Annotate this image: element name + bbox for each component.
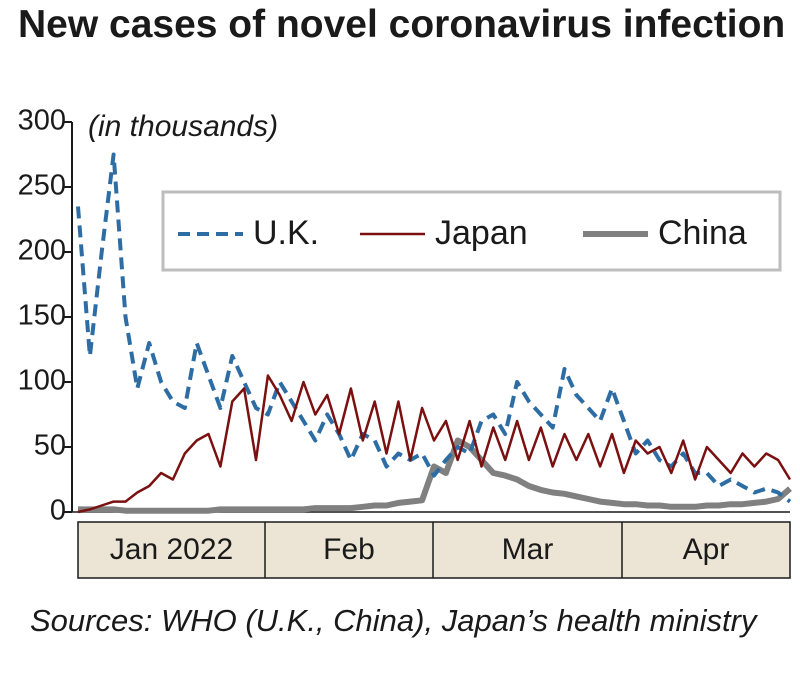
source: Sources: WHO (U.K., China), Japan’s heal… xyxy=(30,603,757,638)
chart-title: New cases of novel coronavirus infection xyxy=(18,4,786,46)
legend-label: U.K. xyxy=(253,214,319,252)
x-tick-label: Jan 2022 xyxy=(110,533,233,566)
legend-label: China xyxy=(658,214,747,252)
source-box: Sources: WHO (U.K., China), Japan’s heal… xyxy=(30,603,757,638)
y-tick-label: 100 xyxy=(18,365,66,397)
y-tick-label: 150 xyxy=(18,300,66,332)
legend-label: Japan xyxy=(435,214,528,252)
legend-box xyxy=(161,190,782,272)
y-tick-label: 200 xyxy=(18,235,66,267)
x-tick-label: Apr xyxy=(683,533,730,566)
x-tick-label: Feb xyxy=(323,533,375,566)
series-line xyxy=(77,374,792,514)
month-strip xyxy=(77,521,791,579)
unit-label: (in thousands) xyxy=(88,110,278,143)
x-tick-label: Mar xyxy=(502,533,554,566)
y-tick-label: 250 xyxy=(18,170,66,202)
y-tick-label: 50 xyxy=(34,430,66,462)
y-tick-label: 0 xyxy=(50,495,66,527)
series-line xyxy=(78,437,792,514)
series-line xyxy=(76,152,792,504)
title-box: New cases of novel coronavirus infection xyxy=(18,4,786,46)
y-tick-label: 300 xyxy=(18,105,66,137)
